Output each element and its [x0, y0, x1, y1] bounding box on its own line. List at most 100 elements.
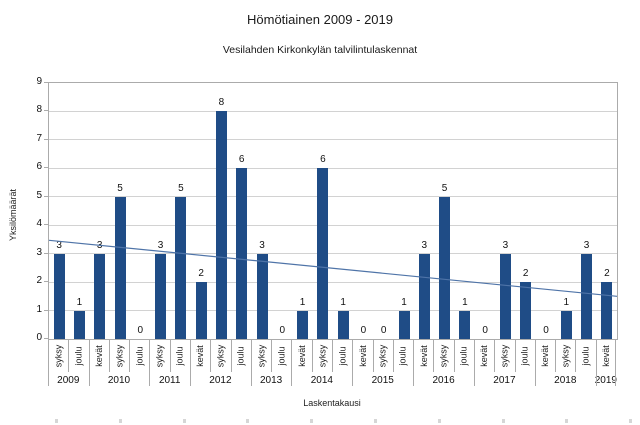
- x-axis-group-separator: [352, 339, 354, 386]
- bar-value-label: 3: [583, 239, 590, 251]
- bar-value-label: 1: [462, 296, 468, 308]
- bar-2014-syksy: [317, 168, 329, 339]
- x-category-label: syksy: [373, 339, 393, 373]
- x-axis-group-separator: [534, 339, 536, 386]
- bar-value-label: 5: [117, 182, 123, 194]
- x-axis-separator: [230, 339, 232, 372]
- x-year-label: 2011: [158, 375, 181, 386]
- x-axis-separator: [332, 339, 333, 372]
- bar-2014-joulu: [337, 310, 349, 339]
- x-axis-group-separator: [88, 339, 90, 386]
- x-category-label: syksy: [149, 339, 169, 373]
- season-label-text: joulu: [519, 346, 530, 366]
- x-category-label: syksy: [109, 339, 129, 373]
- x-axis-separator: [311, 339, 313, 372]
- bar-value-label: 0: [279, 325, 286, 336]
- x-year-label: 2013: [260, 375, 283, 386]
- x-axis-separator: [108, 339, 110, 372]
- gridline: [49, 139, 617, 141]
- gridline: [49, 110, 617, 112]
- gridline: [49, 224, 617, 226]
- x-category-label: syksy: [555, 339, 575, 373]
- bar-value-label: 0: [137, 325, 144, 336]
- season-label-text: joulu: [580, 346, 591, 366]
- x-category-label: joulu: [68, 339, 88, 373]
- x-category-label: kevät: [535, 339, 555, 373]
- bar-value-label: 6: [238, 154, 245, 166]
- x-axis-group-separator: [474, 339, 475, 386]
- cropped-next-image-text-mark: [501, 419, 505, 423]
- bar-2013-syksy: [256, 253, 268, 339]
- bar-2010-kevät: [94, 253, 106, 339]
- y-tick-label: 8: [36, 104, 42, 116]
- y-tick-mark: [44, 309, 49, 311]
- x-axis-separator: [271, 339, 273, 372]
- bar-2017-syksy: [499, 253, 511, 339]
- bar-2009-syksy: [53, 253, 65, 339]
- cropped-next-image-text-mark: [310, 419, 314, 423]
- x-category-label: joulu: [231, 339, 251, 373]
- y-tick-mark: [44, 82, 49, 83]
- x-axis-group-separator: [413, 339, 415, 386]
- bar-2016-kevät: [418, 253, 430, 339]
- x-category-label: joulu: [271, 339, 291, 373]
- x-axis-separator: [169, 339, 171, 372]
- x-category-label: kevät: [413, 339, 433, 373]
- bar-value-label: 1: [76, 296, 83, 308]
- y-tick-mark: [44, 252, 49, 254]
- x-category-label: syksy: [210, 339, 230, 373]
- cropped-next-image-text-mark: [437, 419, 441, 423]
- season-label-text: joulu: [235, 346, 246, 366]
- gridline: [49, 310, 617, 312]
- x-category-label: kevät: [291, 339, 311, 373]
- x-category-label: joulu: [515, 339, 535, 373]
- x-category-label: joulu: [393, 339, 413, 373]
- season-label-text: joulu: [458, 346, 469, 366]
- x-axis-separator: [575, 339, 577, 372]
- x-category-label: syksy: [312, 339, 332, 373]
- cropped-next-image-text-mark: [629, 419, 633, 423]
- season-label-text: kevät: [479, 345, 490, 367]
- season-label-text: syksy: [438, 344, 449, 368]
- bar-2012-joulu: [236, 168, 248, 339]
- bar-2011-joulu: [175, 196, 187, 339]
- x-axis-separator: [453, 339, 455, 372]
- x-category-label: syksy: [494, 339, 514, 373]
- gridline: [49, 196, 617, 198]
- plot-area: 3135035286301610013510320132: [48, 82, 618, 340]
- bar-value-label: 2: [522, 268, 529, 280]
- bar-value-label: 6: [320, 154, 326, 166]
- y-tick-mark: [44, 224, 49, 226]
- gridline: [49, 253, 617, 255]
- cropped-next-image-text-mark: [182, 419, 186, 423]
- x-axis-separator: [494, 339, 496, 372]
- x-year-label: 2018: [554, 375, 577, 386]
- x-axis-group-separator: [250, 339, 252, 386]
- x-year-label: 2015: [371, 375, 394, 386]
- y-tick-label: 3: [36, 246, 42, 258]
- x-category-label: kevät: [89, 339, 109, 373]
- bar-value-label: 0: [360, 325, 367, 336]
- season-label-text: joulu: [134, 346, 145, 366]
- gridline: [49, 281, 617, 283]
- bar-value-label: 0: [543, 325, 549, 336]
- y-tick-label: 7: [36, 132, 42, 144]
- cropped-next-image-text-mark: [374, 419, 377, 423]
- x-year-label: 2019: [594, 375, 617, 386]
- x-axis-group-separator: [190, 339, 191, 386]
- bar-2012-syksy: [215, 111, 227, 339]
- bar-2016-syksy: [439, 196, 451, 339]
- chart-subtitle: Vesilahden Kirkonkylän talvilintulaskenn…: [222, 44, 418, 56]
- season-label-text: kevät: [93, 345, 104, 367]
- season-label-text: syksy: [113, 344, 124, 368]
- x-axis-separator: [372, 339, 374, 372]
- x-axis-separator: [210, 339, 212, 372]
- y-tick-mark: [44, 167, 49, 169]
- y-tick-mark: [44, 195, 49, 197]
- season-label-text: kevät: [195, 345, 206, 367]
- x-category-label: joulu: [454, 339, 474, 373]
- cropped-next-image-text-mark: [565, 419, 569, 423]
- bar-2014-kevät: [297, 310, 309, 339]
- season-label-text: syksy: [560, 344, 571, 368]
